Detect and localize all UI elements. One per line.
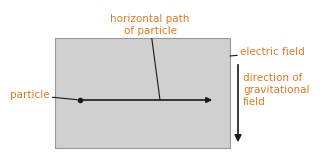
Text: horizontal path
of particle: horizontal path of particle [110, 14, 190, 100]
Text: direction of
gravitational
field: direction of gravitational field [243, 73, 310, 107]
Text: electric field: electric field [230, 47, 305, 57]
Text: particle: particle [10, 90, 77, 100]
Bar [55, 38, 230, 148]
